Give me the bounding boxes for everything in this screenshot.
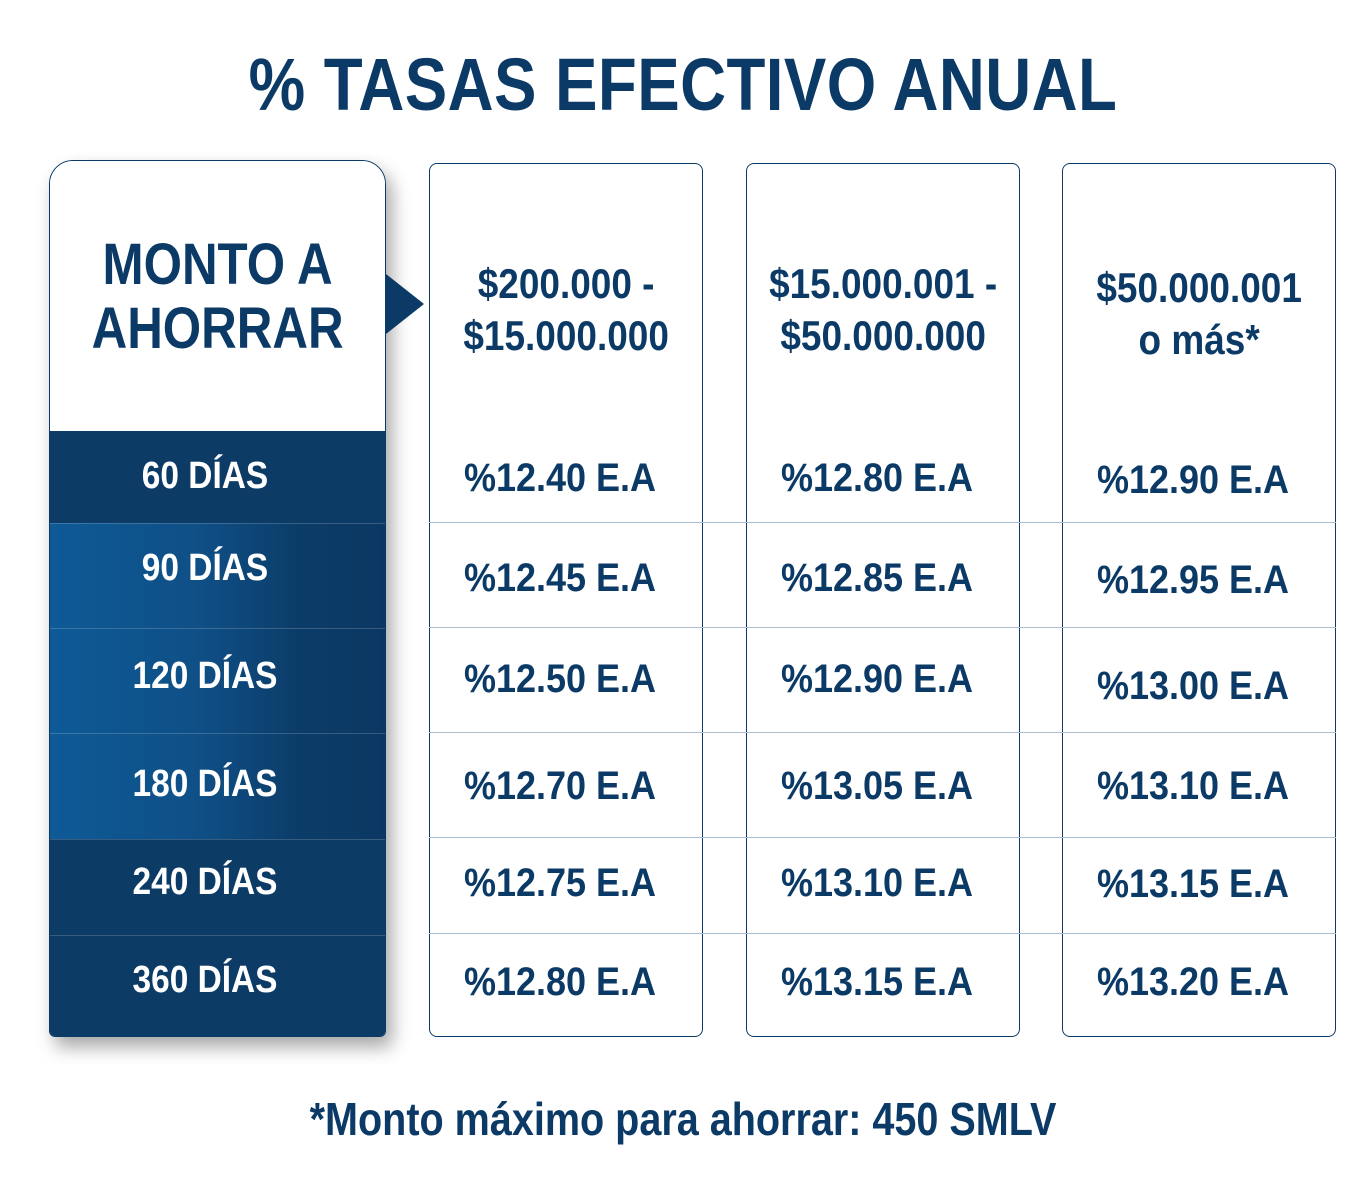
row-divider (429, 837, 1336, 838)
amount-header: MONTO A AHORRAR (50, 161, 385, 431)
amount-range-line2: $50.000.000 (780, 312, 986, 359)
arrow-right-icon (386, 274, 424, 334)
row-divider (429, 933, 1336, 934)
rate-cell: %13.10 E.A (780, 861, 974, 905)
amount-column-2: $15.000.001 - $50.000.000 %12.80 E.A %12… (746, 163, 1020, 1037)
rate-cell: %13.15 E.A (1096, 862, 1290, 906)
rate-cell: %12.70 E.A (463, 764, 657, 808)
footnote: *Monto máximo para ahorrar: 450 SMLV (309, 1093, 1057, 1145)
amount-column-header: $15.000.001 - $50.000.000 (763, 258, 1002, 362)
term-label: 60 DÍAS (141, 455, 269, 497)
amount-header-label: MONTO A AHORRAR (75, 233, 360, 361)
amount-range-line1: $50.000.001 (1096, 264, 1302, 311)
rate-cell: %12.50 E.A (463, 657, 657, 701)
rate-cell: %12.95 E.A (1096, 558, 1290, 602)
rate-cell: %13.20 E.A (1096, 960, 1290, 1004)
row-divider (429, 732, 1336, 733)
rate-cell: %12.45 E.A (463, 556, 657, 600)
amount-range-line2: $15.000.000 (463, 312, 669, 359)
rate-cell: %12.75 E.A (463, 861, 657, 905)
rate-cell: %13.05 E.A (780, 764, 974, 808)
amount-range-line2: o más* (1138, 316, 1260, 363)
rate-cell: %12.90 E.A (1096, 458, 1290, 502)
rate-cell: %12.40 E.A (463, 456, 657, 500)
rate-cell: %12.90 E.A (780, 657, 974, 701)
term-divider (50, 733, 385, 734)
page-title: % TASAS EFECTIVO ANUAL (248, 43, 1118, 126)
rate-cell: %12.80 E.A (780, 456, 974, 500)
term-divider (50, 839, 385, 840)
amount-header-line2: AHORRAR (91, 296, 344, 361)
term-label: 90 DÍAS (141, 547, 269, 589)
term-divider (50, 628, 385, 629)
term-label: 120 DÍAS (132, 655, 278, 697)
rate-cell: %13.10 E.A (1096, 764, 1290, 808)
rate-cell: %12.85 E.A (780, 556, 974, 600)
rate-cell: %13.15 E.A (780, 960, 974, 1004)
row-divider (429, 627, 1336, 628)
term-label: 360 DÍAS (132, 959, 278, 1001)
term-list: 60 DÍAS 90 DÍAS 120 DÍAS 180 DÍAS 240 DÍ… (50, 431, 385, 1036)
term-band (50, 839, 385, 1036)
amount-range-line1: $15.000.001 - (769, 260, 998, 307)
term-divider (50, 935, 385, 936)
amount-column-1: $200.000 - $15.000.000 %12.40 E.A %12.45… (429, 163, 703, 1037)
amount-range-line1: $200.000 - (477, 260, 655, 307)
term-band (50, 431, 385, 523)
term-label: 240 DÍAS (132, 861, 278, 903)
rate-cell: %12.80 E.A (463, 960, 657, 1004)
amount-column-3: $50.000.001 o más* %12.90 E.A %12.95 E.A… (1062, 163, 1336, 1037)
term-column: MONTO A AHORRAR 60 DÍAS 90 DÍAS 120 DÍAS… (49, 160, 386, 1037)
term-label: 180 DÍAS (132, 763, 278, 805)
amount-column-header: $50.000.001 o más* (1079, 262, 1318, 366)
term-divider (50, 523, 385, 524)
amount-column-header: $200.000 - $15.000.000 (446, 258, 685, 362)
rate-cell: %13.00 E.A (1096, 664, 1290, 708)
amount-header-line1: MONTO A (102, 232, 333, 297)
row-divider (429, 522, 1336, 523)
